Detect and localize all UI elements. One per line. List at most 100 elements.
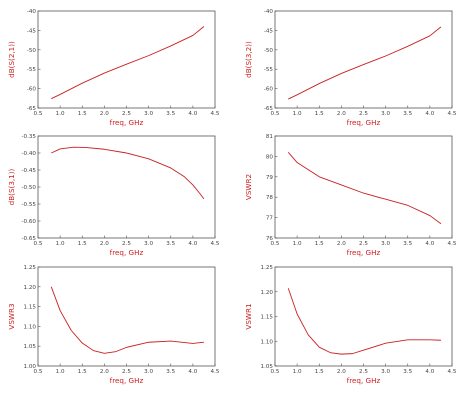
y-tick-label: -0.40 [22,151,37,157]
x-tick-label: 1.5 [78,369,87,375]
y-tick-label: -40 [264,9,274,15]
x-tick-label: 3.5 [166,111,175,117]
y-axis-label: VSWR2 [244,174,253,200]
x-tick-label: 3.5 [403,111,412,117]
x-tick-label: 2.0 [100,241,109,247]
x-tick-label: 4.0 [425,241,434,247]
y-tick-label: 77 [266,216,274,222]
plot-panel-4: 0.5 1.0 1.5 2.0 2.5 3.0 3.5 4.0 4.5 76 77 78 79 80 81 f… [244,134,457,257]
plot-panel-3: 0.5 1.0 1.5 2.0 2.5 3.0 3.5 4.0 4.5 -0.65 -0.60 -0.… [7,134,220,257]
y-tick-label: 1.25 [24,265,37,271]
x-tick-label: 4.0 [425,111,434,117]
y-tick-label: -0.60 [22,219,37,225]
x-tick-label: 3.0 [144,369,153,375]
plot-frame [37,266,216,367]
x-tick-label: 0.5 [271,111,280,117]
x-axis-label: freq, GHz [347,248,381,257]
plot-frame [274,135,453,239]
plot-panel-5: 0.5 1.0 1.5 2.0 2.5 3.0 3.5 4.0 4.5 1.00 1.05 1.10 1… [7,265,220,385]
y-tick-label: -45 [264,28,274,34]
y-axis-label: VSWR1 [244,303,253,329]
y-tick-label: -0.50 [22,185,37,191]
y-tick-label: -0.45 [22,168,37,174]
y-tick-label: 1.20 [261,290,274,296]
x-tick-label: 2.5 [122,111,131,117]
x-tick-label: 2.0 [337,111,346,117]
y-tick-label: -50 [27,48,37,54]
x-tick-label: 0.5 [34,369,43,375]
x-tick-label: 3.5 [403,241,412,247]
x-axis-label: freq, GHz [110,248,144,257]
y-axis-label: dB(S(3,1)) [7,168,16,205]
x-tick-label: 0.5 [271,369,280,375]
series-trace [51,26,205,100]
y-tick-label: 1.25 [261,265,274,271]
plot-frame [37,10,216,109]
x-tick-label: 2.0 [337,369,346,375]
x-tick-label: 1.0 [293,369,302,375]
x-tick-label: 0.5 [34,111,43,117]
series-trace [50,286,204,354]
x-tick-label: 2.5 [359,111,368,117]
y-tick-label: -65 [264,106,274,112]
y-tick-label: 78 [266,195,274,201]
x-tick-label: 3.0 [144,111,153,117]
series-trace [51,146,205,200]
x-axis-label: freq, GHz [347,376,381,385]
y-tick-label: -60 [264,87,274,93]
x-tick-label: 4.5 [448,241,457,247]
x-tick-label: 3.0 [381,111,390,117]
x-tick-label: 2.5 [359,241,368,247]
x-tick-label: 3.0 [381,369,390,375]
y-tick-label: 76 [266,236,274,242]
x-tick-label: 4.0 [188,369,197,375]
x-tick-label: 1.5 [315,241,324,247]
y-tick-label: -0.65 [22,236,37,242]
y-tick-label: 80 [266,154,274,160]
y-axis-label: VSWR3 [7,303,16,329]
y-tick-label: -0.35 [22,134,37,140]
series-trace [287,288,441,355]
y-tick-label: 1.05 [24,344,37,350]
x-tick-label: 1.0 [293,241,302,247]
y-axis-label: dB(S(3,2)) [244,41,253,78]
y-axis-label: dB(S(2,1)) [7,41,16,78]
y-tick-label: 1.20 [24,285,37,291]
x-tick-label: 1.0 [56,369,65,375]
y-tick-label: 1.10 [261,339,274,345]
plot-frame [274,10,453,109]
x-tick-label: 4.0 [188,111,197,117]
x-tick-label: 2.0 [337,241,346,247]
x-tick-label: 3.0 [381,241,390,247]
y-tick-label: 1.05 [261,364,274,370]
y-tick-label: 81 [266,134,274,140]
y-tick-label: -0.55 [22,202,37,208]
x-tick-label: 2.5 [122,241,131,247]
x-tick-label: 2.0 [100,369,109,375]
x-tick-label: 1.0 [56,241,65,247]
series-trace [287,152,442,225]
x-tick-label: 1.5 [315,369,324,375]
y-tick-label: 79 [266,175,274,181]
x-tick-label: 4.5 [211,111,220,117]
x-tick-label: 4.5 [448,111,457,117]
x-tick-label: 1.0 [56,111,65,117]
x-tick-label: 0.5 [271,241,280,247]
y-tick-label: -40 [27,9,37,15]
y-tick-label: -60 [27,87,37,93]
x-tick-label: 2.5 [359,369,368,375]
x-tick-label: 4.5 [211,369,220,375]
x-axis-label: freq, GHz [347,118,381,127]
x-tick-label: 2.5 [122,369,131,375]
x-tick-label: 3.5 [166,241,175,247]
plot-panel-2: 0.5 1.0 1.5 2.0 2.5 3.0 3.5 4.0 4.5 -65 -60 -55 -50 -… [244,9,457,127]
plot-frame [274,266,453,367]
x-tick-label: 1.5 [315,111,324,117]
y-tick-label: 1.15 [261,315,274,321]
x-tick-label: 1.5 [78,241,87,247]
y-tick-label: -50 [264,48,274,54]
x-tick-label: 1.0 [293,111,302,117]
x-axis-label: freq, GHz [110,118,144,127]
x-tick-label: 3.0 [144,241,153,247]
